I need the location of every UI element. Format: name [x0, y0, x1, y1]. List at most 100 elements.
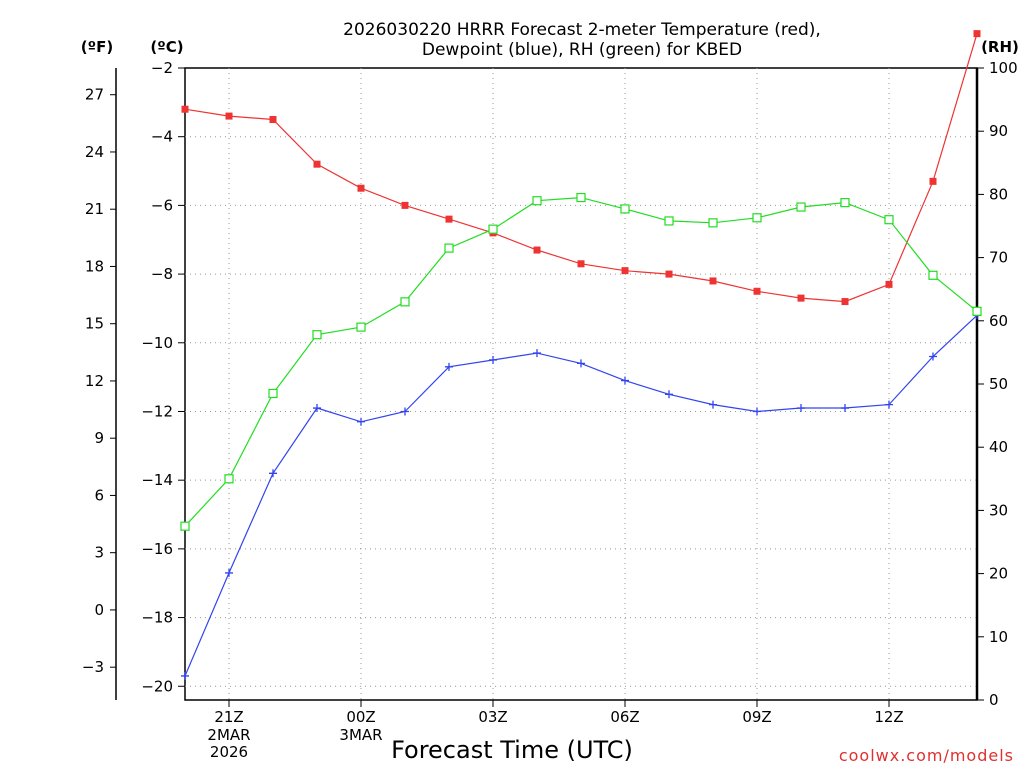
dewpoint-point	[533, 349, 541, 358]
dewpoint-point	[885, 400, 893, 409]
rh-point	[224, 474, 234, 484]
temperature-point	[841, 298, 849, 306]
dewpoint-point	[709, 400, 717, 409]
series-layer	[180, 30, 982, 680]
rh-point	[444, 243, 454, 253]
fahrenheit-tick-label: 18	[85, 257, 104, 275]
rh-point	[488, 224, 498, 234]
celsius-tick-label: −14	[141, 471, 173, 489]
fahrenheit-tick-label: 21	[85, 200, 104, 218]
celsius-unit-label: (ºC)	[150, 38, 183, 56]
rh-point	[840, 198, 850, 208]
chart-title-line-1: 2026030220 HRRR Forecast 2-meter Tempera…	[343, 20, 821, 40]
credit-label: coolwx.com/models	[839, 746, 1014, 765]
x-tick-label: 03Z	[478, 708, 507, 726]
temperature-point	[313, 160, 321, 168]
fahrenheit-tick-label: 24	[85, 143, 104, 161]
celsius-tick-label: −16	[141, 540, 173, 558]
temperature-point	[665, 270, 673, 278]
x-tick-label: 00Z	[346, 708, 375, 726]
celsius-tick-label: −18	[141, 609, 173, 627]
dewpoint-point	[797, 404, 805, 413]
temperature-point	[225, 112, 233, 120]
rh-point	[620, 204, 630, 214]
rh-point	[752, 213, 762, 223]
rh-unit-label: (RH)	[981, 38, 1019, 56]
temperature-point	[797, 294, 805, 302]
rh-point	[664, 216, 674, 226]
temperature-point	[621, 267, 629, 275]
fahrenheit-tick-label: 15	[85, 315, 104, 333]
temperature-point	[533, 246, 541, 254]
plot-frame	[184, 67, 978, 701]
fahrenheit-tick-label: 6	[94, 486, 104, 504]
dewpoint-point	[753, 407, 761, 416]
celsius-tick-label: −12	[141, 402, 173, 420]
rh-point	[796, 202, 806, 212]
x-tick-sublabel: 2MAR	[207, 726, 250, 744]
grid-layer	[185, 68, 977, 700]
x-axis-label: Forecast Time (UTC)	[391, 736, 633, 764]
fahrenheit-tick-label: 9	[94, 429, 104, 447]
rh-tick-label: 10	[989, 628, 1008, 646]
rh-point	[884, 215, 894, 225]
fahrenheit-unit-label: (ºF)	[81, 38, 113, 56]
rh-tick-label: 100	[989, 59, 1018, 77]
x-tick-sublabel: 2026	[210, 743, 248, 761]
x-tick-sublabel: 3MAR	[339, 726, 382, 744]
temperature-point	[445, 215, 453, 223]
temperature-point	[577, 260, 585, 268]
temperature-point	[269, 116, 277, 124]
rh-tick-label: 0	[989, 691, 999, 709]
dewpoint-point	[577, 359, 585, 368]
rh-point	[972, 306, 982, 316]
dewpoint-point	[225, 568, 233, 577]
rh-tick-label: 70	[989, 249, 1008, 267]
fahrenheit-tick-label: 12	[85, 372, 104, 390]
dewpoint-point	[401, 407, 409, 416]
fahrenheit-tick-label: 0	[94, 601, 104, 619]
temperature-point	[973, 30, 981, 38]
chart-title-line-2: Dewpoint (blue), RH (green) for KBED	[422, 40, 742, 60]
rh-tick-label: 20	[989, 565, 1008, 583]
rh-point	[928, 270, 938, 280]
temperature-point	[181, 105, 189, 113]
x-tick-label: 12Z	[874, 708, 903, 726]
celsius-tick-label: −2	[151, 59, 173, 77]
dewpoint-point	[841, 404, 849, 413]
rh-point	[576, 192, 586, 203]
dewpoint-point	[445, 362, 453, 371]
dewpoint-point	[621, 376, 629, 385]
fahrenheit-tick-label: 3	[94, 544, 104, 562]
rh-point	[400, 297, 410, 307]
dewpoint-point	[929, 352, 937, 361]
temperature-point	[357, 184, 365, 192]
temperature-point	[753, 287, 761, 295]
temperature-point	[709, 277, 717, 285]
celsius-tick-label: −20	[141, 677, 173, 695]
x-tick-label: 06Z	[610, 708, 639, 726]
dewpoint-point	[181, 671, 189, 680]
rh-tick-label: 30	[989, 501, 1008, 519]
fahrenheit-tick-label: −3	[82, 658, 104, 676]
rh-tick-label: 40	[989, 438, 1008, 456]
dewpoint-point	[269, 469, 277, 478]
fahrenheit-tick-label: 27	[85, 86, 104, 104]
rh-point	[180, 521, 190, 531]
celsius-tick-label: −10	[141, 334, 173, 352]
dewpoint-point	[665, 390, 673, 399]
rh-point	[708, 218, 718, 228]
rh-tick-label: 80	[989, 185, 1008, 203]
rh-point	[532, 196, 542, 206]
rh-tick-label: 50	[989, 375, 1008, 393]
rh-tick-label: 90	[989, 122, 1008, 140]
rh-point	[312, 330, 322, 340]
temperature-point	[885, 280, 893, 288]
temperature-point	[401, 201, 409, 209]
dewpoint-point	[313, 404, 321, 413]
rh-tick-label: 60	[989, 312, 1008, 330]
temperature-point	[929, 177, 937, 185]
